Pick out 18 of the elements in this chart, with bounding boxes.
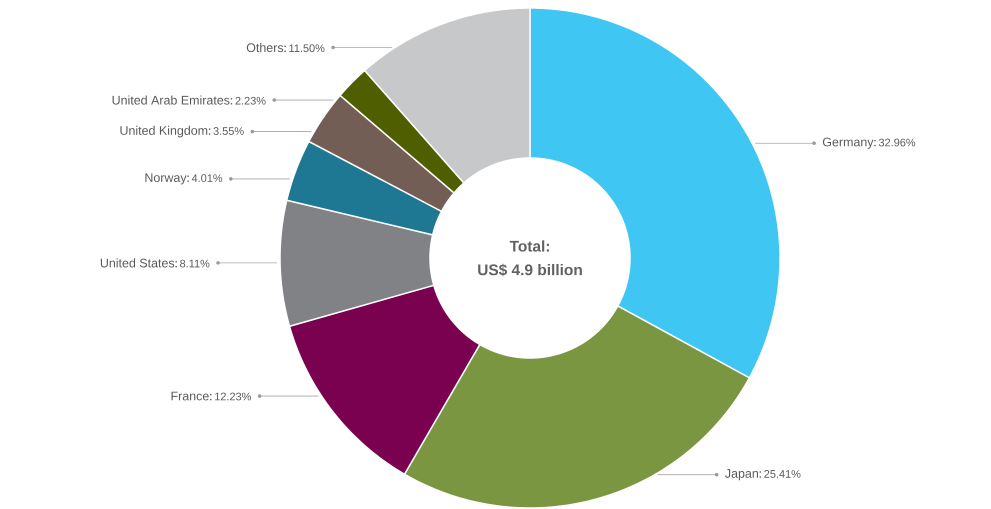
data-label: 2.23% [235, 96, 266, 105]
data-label: 11.50% [289, 44, 324, 52]
text: US$ 4.9 billion [478, 264, 582, 276]
slice-label: United Arab Emirates [112, 96, 230, 105]
data-label: 25.41% [764, 470, 801, 478]
text: Total: [510, 240, 549, 252]
data-label: 32.96% [878, 138, 916, 147]
slice-label: Norway [145, 173, 187, 185]
slice-label: Germany [822, 138, 874, 149]
slice-label: Others [246, 43, 284, 52]
slice-label: United States [100, 258, 174, 268]
slice-label: France [172, 392, 209, 401]
data-label: 12.23% [215, 392, 251, 401]
slice-label: Japan [725, 469, 758, 480]
data-label: 3.55% [213, 127, 244, 136]
slice-label: United Kingdom [120, 126, 208, 138]
data-label: 4.01% [192, 174, 222, 182]
data-label: 8.11% [180, 260, 210, 268]
